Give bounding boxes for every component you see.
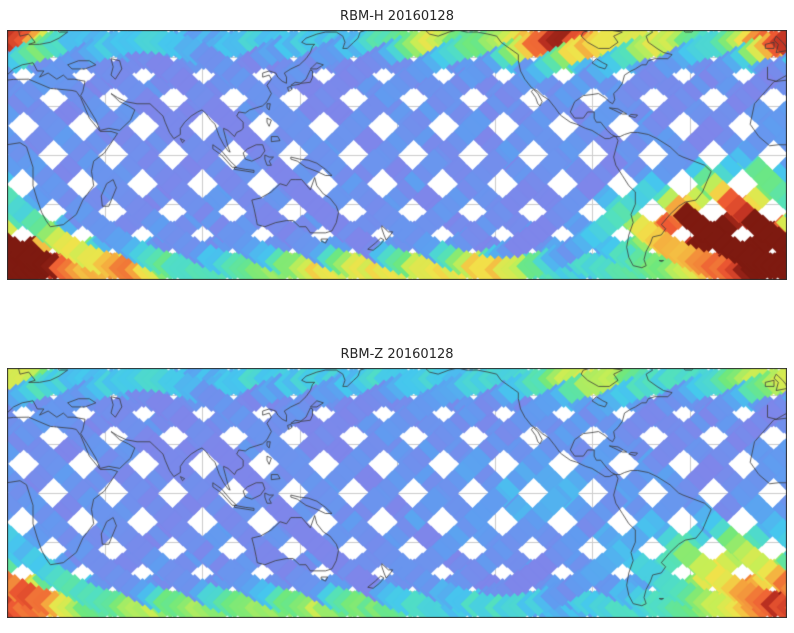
panel-title-rbm-h: RBM-H 20160128 [340,9,454,24]
map-panel-rbm-z: RBM-Z 20160128 [0,280,794,618]
map-panel-rbm-h: RBM-H 20160128 [0,0,794,280]
panel-title-rbm-z: RBM-Z 20160128 [340,347,454,362]
map-canvas-rbm-z [7,368,787,618]
map-canvas-rbm-h [7,30,787,280]
